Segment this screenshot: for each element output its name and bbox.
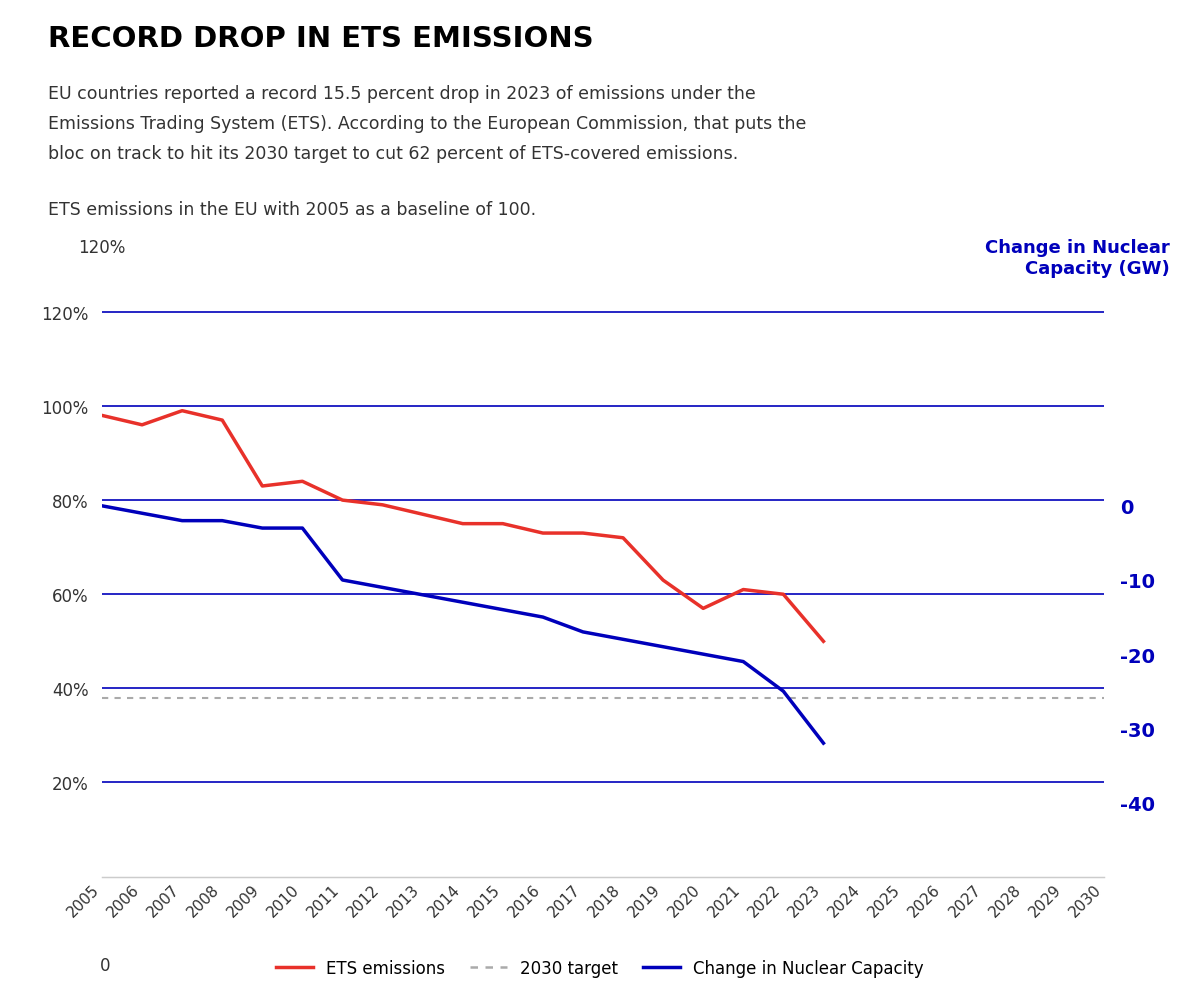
- Text: 120%: 120%: [78, 238, 125, 257]
- Text: ETS emissions in the EU with 2005 as a baseline of 100.: ETS emissions in the EU with 2005 as a b…: [48, 200, 536, 218]
- Text: RECORD DROP IN ETS EMISSIONS: RECORD DROP IN ETS EMISSIONS: [48, 25, 594, 53]
- Legend: ETS emissions, 2030 target, Change in Nuclear Capacity: ETS emissions, 2030 target, Change in Nu…: [270, 952, 930, 984]
- Text: 0: 0: [100, 956, 110, 974]
- Text: Change in Nuclear
Capacity (GW): Change in Nuclear Capacity (GW): [985, 238, 1170, 278]
- Text: EU countries reported a record 15.5 percent drop in 2023 of emissions under the: EU countries reported a record 15.5 perc…: [48, 85, 756, 103]
- Text: Emissions Trading System (ETS). According to the European Commission, that puts : Emissions Trading System (ETS). Accordin…: [48, 115, 806, 133]
- Text: bloc on track to hit its 2030 target to cut 62 percent of ETS-covered emissions.: bloc on track to hit its 2030 target to …: [48, 145, 738, 163]
